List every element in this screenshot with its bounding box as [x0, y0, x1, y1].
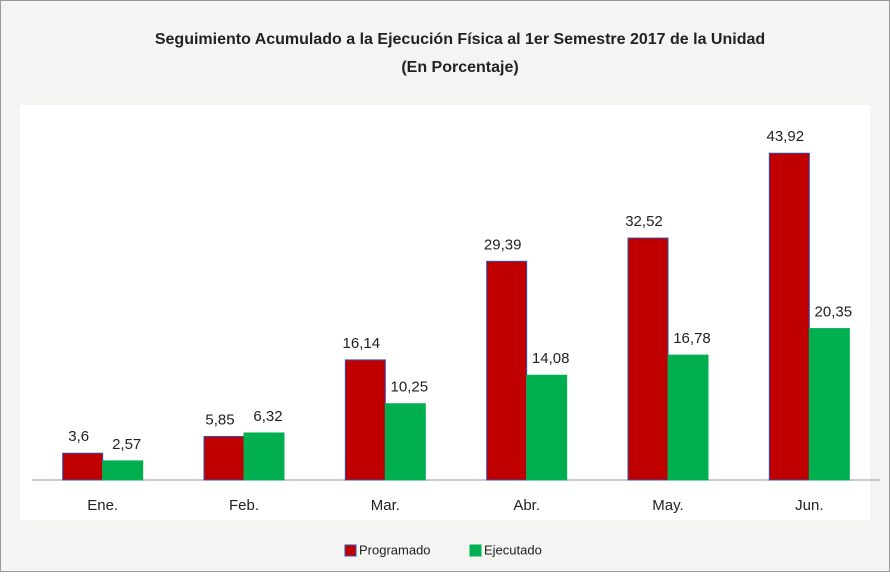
x-tick-label: Abr. — [513, 497, 540, 514]
legend-label: Programado — [359, 542, 431, 557]
bar — [243, 432, 285, 481]
chart-title: Seguimiento Acumulado a la Ejecución Fís… — [155, 31, 765, 48]
data-label: 10,25 — [391, 379, 429, 396]
plot-area — [20, 105, 870, 520]
data-label: 2,57 — [112, 436, 141, 453]
bar — [384, 403, 426, 481]
legend-label: Ejecutado — [484, 542, 542, 557]
x-tick-label: Jun. — [795, 497, 823, 514]
bar — [344, 359, 386, 481]
data-label: 5,85 — [205, 411, 234, 428]
bar — [486, 260, 528, 481]
bar — [102, 460, 144, 481]
data-label: 3,6 — [68, 428, 89, 445]
legend-swatch — [344, 544, 357, 557]
bar — [768, 152, 810, 481]
bar — [627, 237, 669, 481]
bar — [808, 328, 850, 481]
x-tick-label: May. — [652, 497, 683, 514]
chart-subtitle: (En Porcentaje) — [401, 59, 518, 76]
data-label: 32,52 — [625, 213, 663, 230]
x-tick-label: Mar. — [371, 497, 400, 514]
data-label: 16,14 — [343, 335, 381, 352]
data-label: 6,32 — [253, 408, 282, 425]
data-label: 16,78 — [673, 330, 711, 347]
bar — [667, 354, 709, 481]
data-label: 20,35 — [815, 304, 853, 321]
bar — [62, 452, 104, 481]
legend-swatch — [469, 544, 482, 557]
x-tick-label: Ene. — [87, 497, 118, 514]
bar — [526, 374, 568, 481]
x-tick-label: Feb. — [229, 497, 259, 514]
bar — [203, 435, 245, 481]
data-label: 14,08 — [532, 350, 570, 367]
data-label: 43,92 — [767, 128, 805, 145]
data-label: 29,39 — [484, 236, 522, 253]
